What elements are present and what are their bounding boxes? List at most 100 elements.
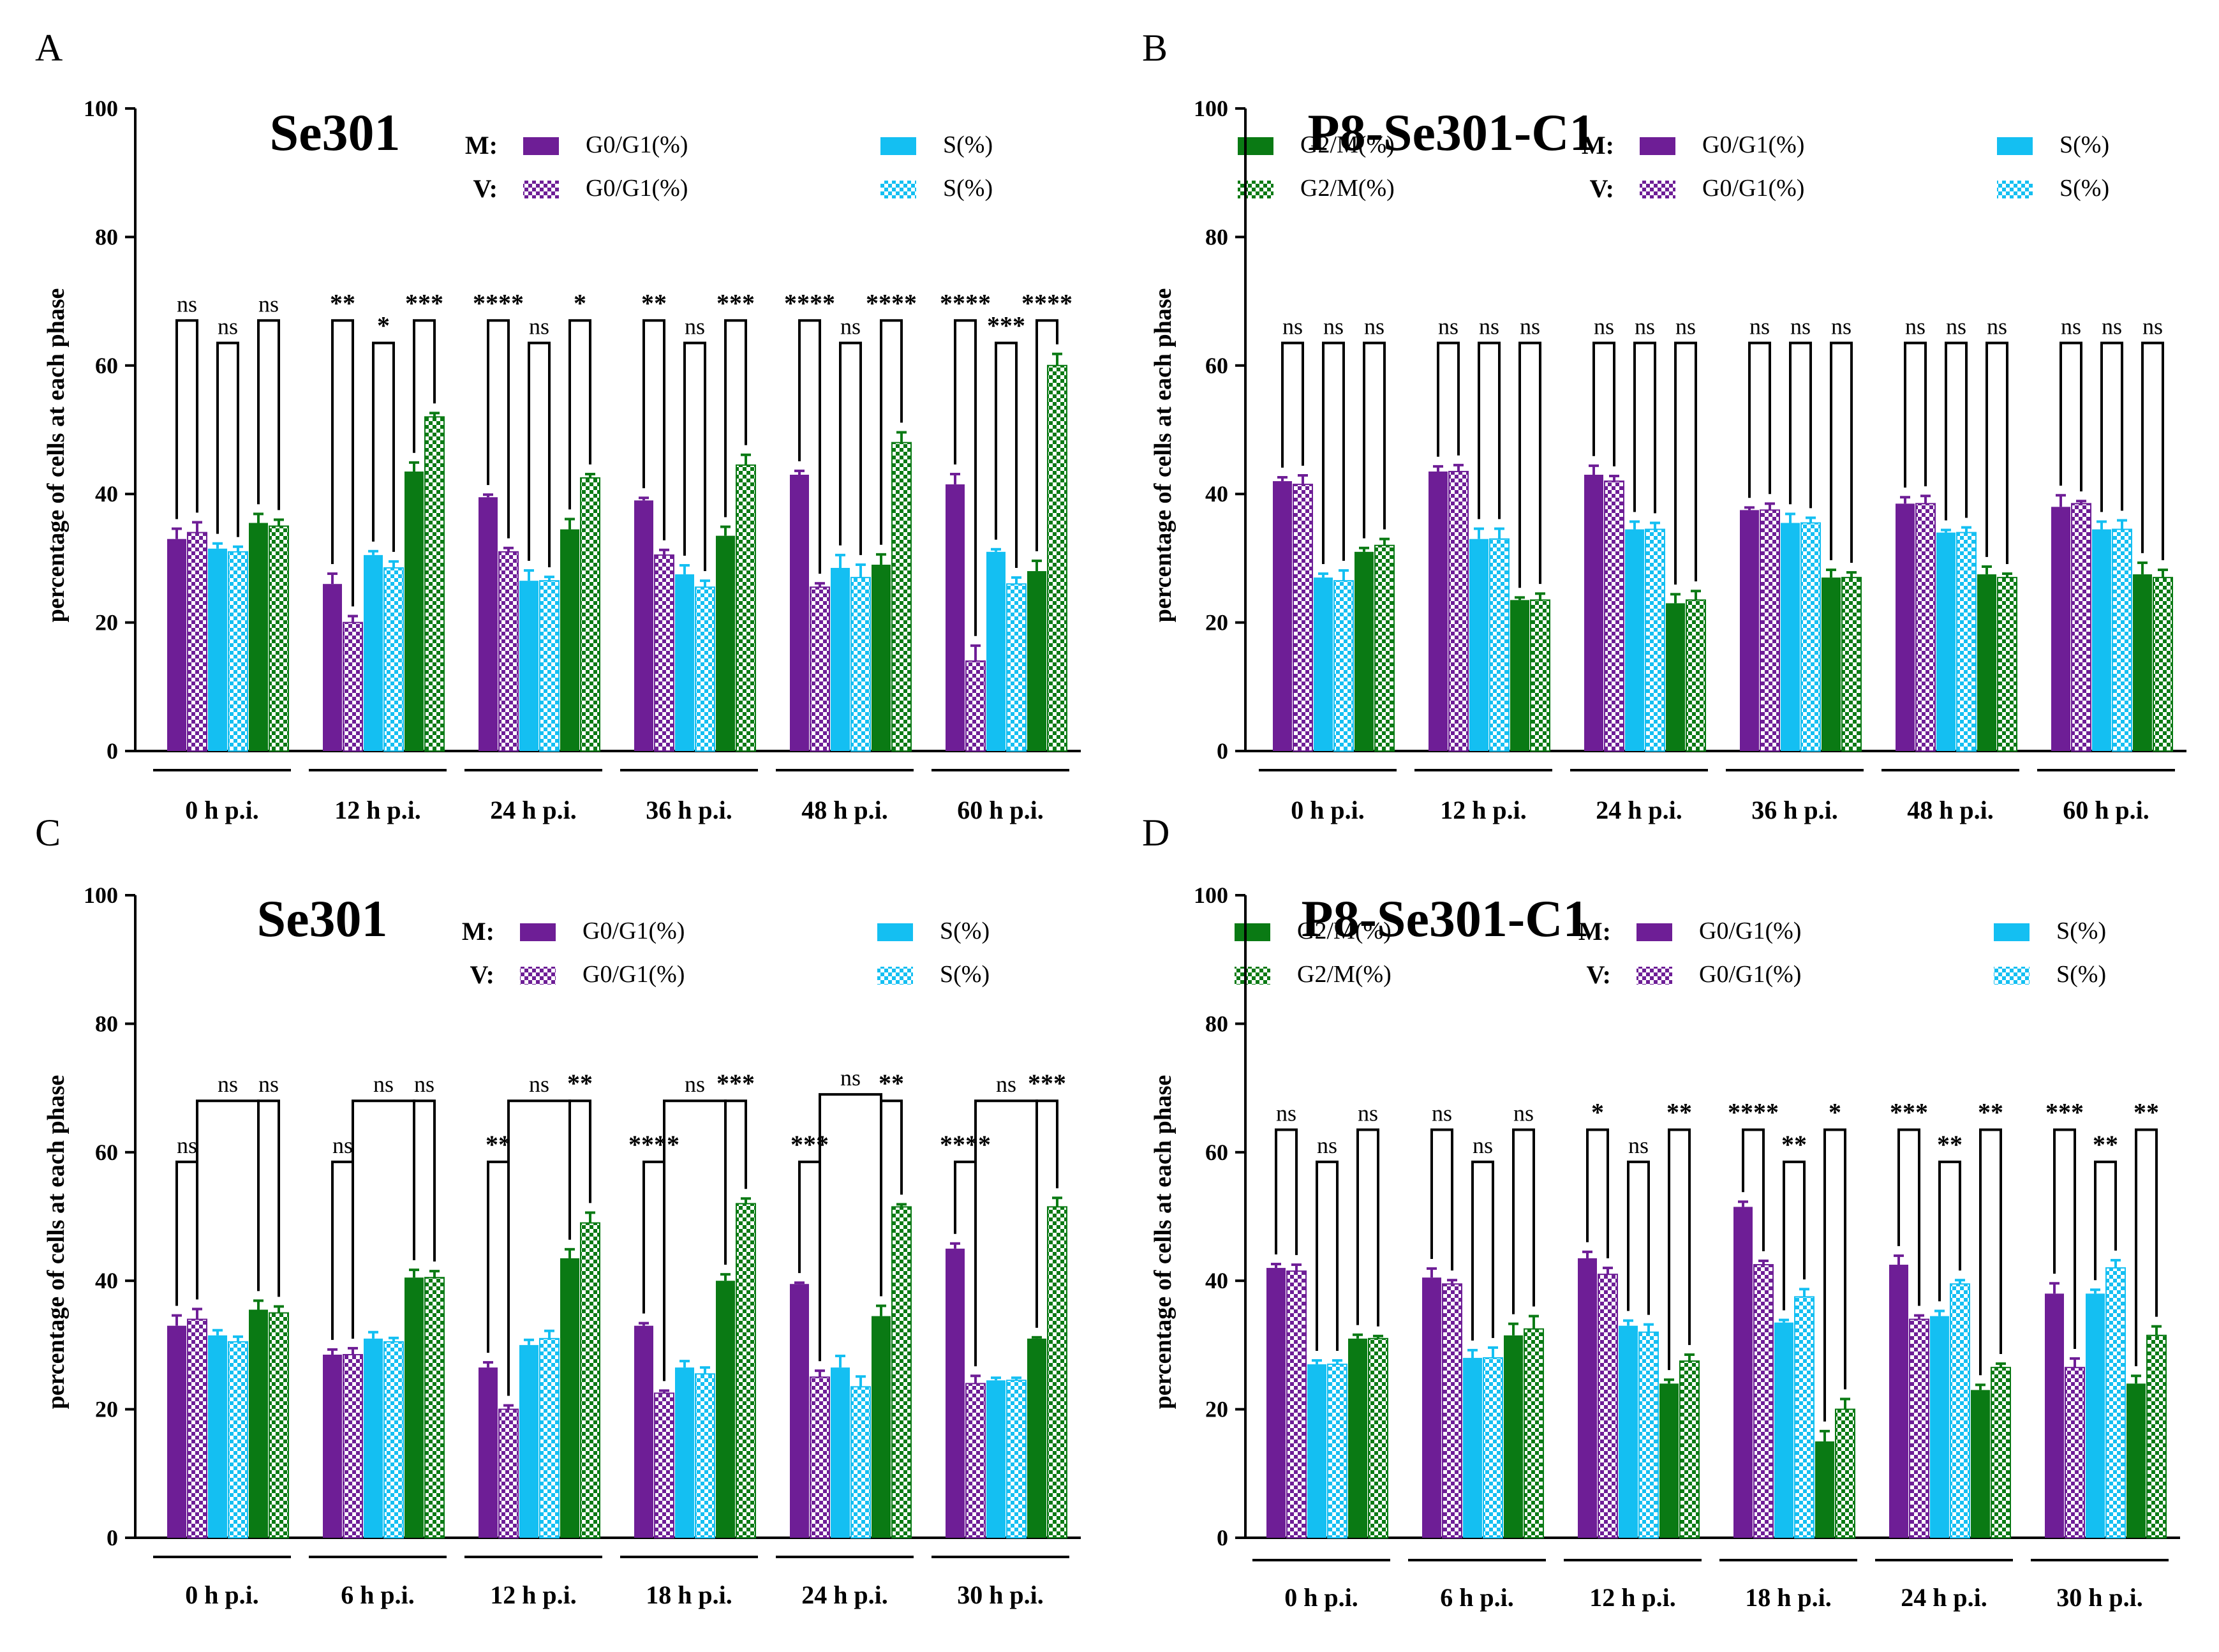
significance-label: ns (1946, 314, 1966, 339)
significance-label: ** (330, 288, 355, 317)
significance-label: ** (641, 288, 667, 317)
significance-label: ns (1790, 314, 1811, 339)
significance-label: ns (1282, 314, 1303, 339)
bar-mock-s (1314, 577, 1333, 751)
significance-bracket (1363, 341, 1386, 539)
bar-mock-g2m (1348, 1338, 1367, 1538)
y-tick-label: 80 (95, 224, 118, 249)
significance-label: ns (2142, 314, 2163, 339)
significance-bracket (175, 319, 198, 519)
bar-virus-g2m (269, 525, 289, 752)
chart-title: Se301 (270, 103, 401, 161)
bar-mock-s (364, 554, 383, 751)
significance-label: **** (866, 288, 917, 317)
y-tick-label: 60 (95, 1140, 118, 1165)
significance-bracket (1938, 1160, 1961, 1302)
bar-virus-g0g1 (1915, 503, 1936, 752)
significance-label: ** (486, 1130, 511, 1159)
significance-label: **** (940, 1130, 991, 1159)
panel-letter-c: C (35, 812, 61, 854)
bar-virus-s (695, 586, 715, 752)
significance-label: *** (716, 1069, 755, 1098)
bar-mock-g0g1 (1578, 1258, 1597, 1538)
y-tick-label: 60 (1205, 1140, 1228, 1165)
bar-mock-g0g1 (634, 1325, 653, 1538)
bar-mock-g2m (2133, 574, 2152, 751)
significance-label: * (377, 311, 390, 340)
bar-mock-g2m (249, 1309, 268, 1538)
bar-mock-g2m (404, 1277, 424, 1538)
bar-mock-g2m (560, 1258, 579, 1538)
x-category-label: 36 h p.i. (646, 796, 732, 824)
legend-swatch-mock-g0g1 (520, 923, 556, 941)
significance-bracket (1356, 1128, 1379, 1327)
chart-panel-b: 0 20 40 60 80 100 percentage of cells at each … (1150, 96, 2186, 824)
significance-label: ns (1317, 1133, 1337, 1158)
bar-mock-s (986, 551, 1006, 751)
significance-bracket (568, 1099, 591, 1240)
bar-mock-g2m (560, 529, 579, 751)
y-tick-label: 80 (95, 1011, 118, 1036)
x-category-label: 30 h p.i. (957, 1581, 1044, 1609)
legend-swatch-virus-s (877, 967, 913, 985)
significance-bracket (487, 1160, 510, 1396)
bar-virus-g2m (1679, 1360, 1700, 1538)
significance-label: ns (685, 1071, 705, 1097)
bar-virus-g2m (2146, 1334, 2167, 1538)
significance-bracket (954, 319, 977, 636)
x-category-label: 0 h p.i. (185, 1581, 259, 1609)
legend-label-virus-g0g1: G0/G1(%) (1702, 175, 1804, 202)
chart-panel-a: 0 20 40 60 80 100 percentage of cells at each … (43, 96, 1395, 824)
significance-bracket (568, 319, 591, 510)
legend-swatch-mock-s (1994, 923, 2030, 941)
significance-label: ns (1473, 1133, 1493, 1158)
bar-mock-g2m (2126, 1383, 2146, 1538)
bar-mock-g0g1 (1740, 510, 1759, 751)
significance-label: ns (1987, 314, 2007, 339)
significance-bracket (1783, 1160, 1806, 1311)
bar-mock-g0g1 (1266, 1268, 1286, 1538)
y-tick-label: 80 (1205, 224, 1228, 249)
legend-label-virus-g0g1: G0/G1(%) (1699, 961, 1801, 988)
bar-mock-g2m (716, 535, 735, 751)
bar-mock-g0g1 (1273, 481, 1292, 751)
significance-bracket (1904, 341, 1927, 488)
bar-mock-g0g1 (1889, 1265, 1908, 1538)
bar-mock-g0g1 (1422, 1277, 1441, 1538)
significance-label: ns (1438, 314, 1458, 339)
x-category-label: 18 h p.i. (646, 1581, 732, 1609)
significance-bracket (2100, 341, 2123, 512)
significance-bracket (1979, 1128, 2002, 1376)
significance-bracket (995, 341, 1018, 569)
legend-label-mock-g2m: G2/M(%) (1297, 918, 1392, 944)
bar-virus-g0g1 (343, 1354, 363, 1538)
significance-label: ns (218, 1071, 238, 1097)
bar-virus-g0g1 (1286, 1270, 1307, 1538)
bar-virus-g0g1 (187, 532, 207, 752)
y-tick-label: 20 (1205, 1397, 1228, 1422)
significance-bracket (331, 1160, 354, 1340)
bar-virus-g0g1 (965, 1383, 986, 1539)
bar-virus-g0g1 (343, 621, 363, 752)
significance-bracket (216, 341, 239, 537)
bar-mock-g2m (404, 471, 424, 751)
significance-bracket (528, 341, 551, 567)
significance-label: ** (2134, 1098, 2159, 1127)
significance-bracket (1471, 1160, 1494, 1341)
significance-label: **** (940, 288, 991, 317)
y-axis-label: percentage of cells at each phase (1150, 288, 1176, 623)
significance-bracket (1035, 319, 1058, 551)
significance-bracket (724, 1099, 747, 1265)
legend-swatch-mock-s (877, 923, 913, 941)
significance-bracket (1897, 1128, 1920, 1306)
bar-virus-g2m (1047, 1206, 1067, 1538)
significance-label: *** (790, 1130, 829, 1159)
y-tick-label: 20 (95, 1397, 118, 1422)
significance-label: ** (1781, 1130, 1807, 1159)
legend-label-virus-g2m: G2/M(%) (1297, 961, 1392, 988)
bar-virus-s (1956, 532, 1977, 752)
x-category-label: 30 h p.i. (2056, 1583, 2143, 1612)
significance-bracket (1742, 1128, 1765, 1251)
bar-mock-g2m (1027, 571, 1046, 751)
bar-virus-g0g1 (2071, 503, 2091, 752)
